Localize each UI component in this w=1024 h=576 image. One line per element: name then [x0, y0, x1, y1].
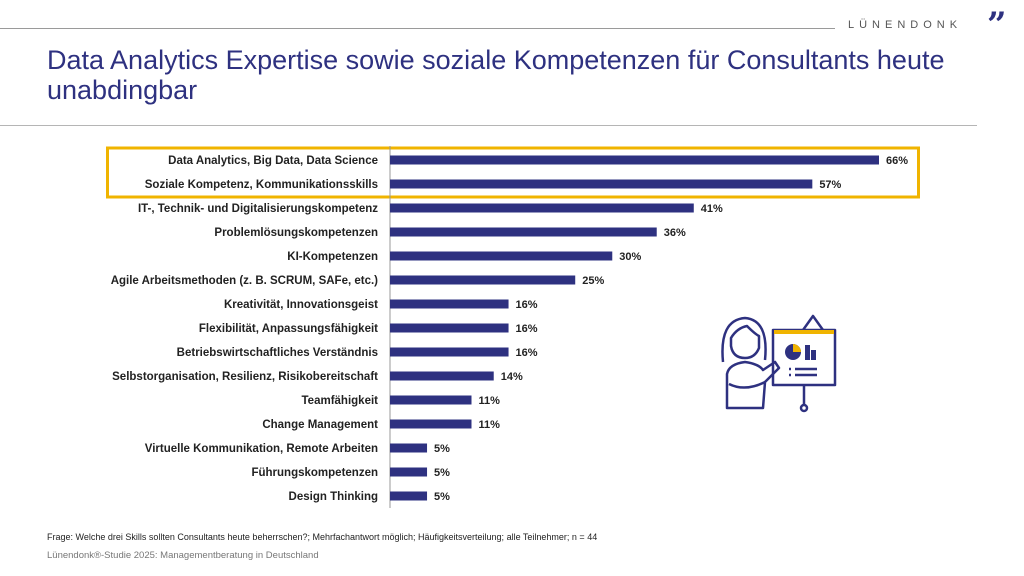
value-label: 41% — [701, 203, 723, 215]
bar — [390, 419, 472, 429]
category-label: Change Management — [262, 419, 378, 431]
highlight-box — [106, 146, 920, 199]
category-label: Betriebswirtschaftliches Verständnis — [177, 347, 378, 359]
category-label: Design Thinking — [289, 491, 378, 503]
value-label: 5% — [434, 467, 450, 479]
category-label: Problemlösungskompetenzen — [214, 227, 378, 239]
header-rule — [0, 28, 835, 29]
category-label: Selbstorganisation, Resilienz, Risikober… — [112, 371, 378, 383]
bar — [390, 371, 494, 381]
category-label: Data Analytics, Big Data, Data Science — [168, 155, 378, 167]
value-label: 11% — [479, 395, 501, 407]
bar — [390, 347, 509, 357]
category-label: Agile Arbeitsmethoden (z. B. SCRUM, SAFe… — [111, 275, 378, 287]
bar — [390, 299, 509, 309]
value-label: 30% — [619, 251, 641, 263]
value-label: 14% — [501, 371, 523, 383]
title-rule — [0, 125, 977, 126]
bar — [390, 203, 694, 213]
category-label: Virtuelle Kommunikation, Remote Arbeiten — [145, 443, 378, 455]
source-note: Lünendonk®-Studie 2025: Managementberatu… — [47, 550, 319, 561]
bar — [390, 275, 576, 285]
category-label: Teamfähigkeit — [302, 395, 379, 407]
bar — [390, 467, 428, 477]
presenter-illustration-icon — [721, 314, 837, 413]
bar — [390, 323, 509, 333]
brand-logo: LÜNENDONK — [848, 19, 963, 31]
value-label: 16% — [516, 347, 538, 359]
value-label: 36% — [664, 227, 686, 239]
value-label: 5% — [434, 443, 450, 455]
page-title: Data Analytics Expertise sowie soziale K… — [47, 45, 945, 105]
bar — [390, 395, 472, 405]
bar — [390, 227, 657, 237]
category-label: Flexibilität, Anpassungsfähigkeit — [199, 323, 378, 335]
value-label: 57% — [819, 179, 841, 191]
value-label: 16% — [516, 323, 538, 335]
value-label: 5% — [434, 491, 450, 503]
quote-mark-icon: ” — [987, 5, 1007, 45]
value-label: 16% — [516, 299, 538, 311]
bar — [390, 155, 879, 165]
category-label: Soziale Kompetenz, Kommunikationsskills — [145, 179, 378, 191]
value-label: 25% — [582, 275, 604, 287]
category-label: IT-, Technik- und Digitalisierungskompet… — [138, 203, 378, 215]
bar — [390, 491, 428, 501]
bar — [390, 179, 813, 189]
category-label: Kreativität, Innovationsgeist — [224, 299, 378, 311]
footnote-question: Frage: Welche drei Skills sollten Consul… — [47, 532, 598, 542]
bar — [390, 251, 613, 261]
category-label: KI-Kompetenzen — [287, 251, 378, 263]
category-label: Führungskompetenzen — [251, 467, 378, 479]
value-label: 66% — [886, 155, 908, 167]
bar — [390, 443, 428, 453]
value-label: 11% — [479, 419, 501, 431]
